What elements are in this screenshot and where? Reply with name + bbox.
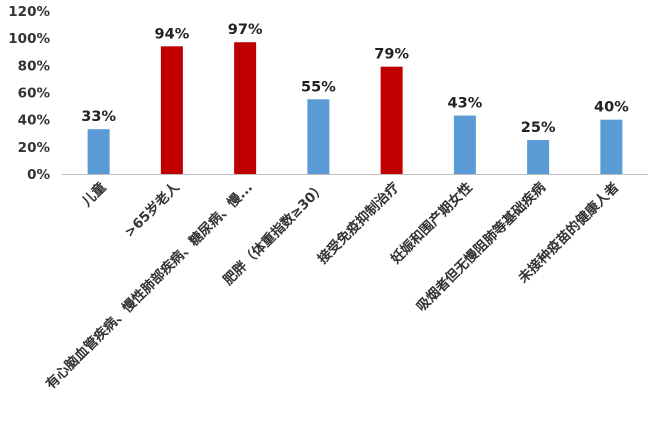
bar [307, 99, 330, 174]
data-label: 94% [155, 26, 190, 42]
bar [234, 42, 257, 174]
y-tick-label: 0% [27, 167, 50, 183]
data-labels: 33% 94% 97% 55% 79% 43% 25% 40% [81, 22, 629, 136]
data-label: 79% [374, 47, 409, 63]
data-label: 40% [594, 100, 629, 116]
bars [87, 42, 623, 174]
y-tick-label: 120% [8, 4, 50, 20]
data-label: 55% [301, 79, 336, 95]
bar [380, 66, 403, 174]
bar [527, 140, 550, 174]
y-tick-label: 80% [18, 58, 51, 74]
bar [453, 115, 476, 174]
bar [87, 129, 110, 174]
y-tick-label: 60% [18, 86, 51, 102]
data-label: 97% [228, 22, 263, 38]
data-label: 33% [81, 109, 116, 125]
y-tick-label: 40% [18, 113, 51, 129]
y-tick-label: 20% [18, 140, 51, 156]
y-axis-ticks: 0% 20% 40% 60% 80% 100% 120% [8, 4, 50, 183]
bar [160, 46, 183, 174]
y-tick-label: 100% [8, 31, 50, 47]
bar [600, 119, 623, 174]
data-label: 43% [448, 96, 483, 112]
data-label: 25% [521, 120, 556, 136]
